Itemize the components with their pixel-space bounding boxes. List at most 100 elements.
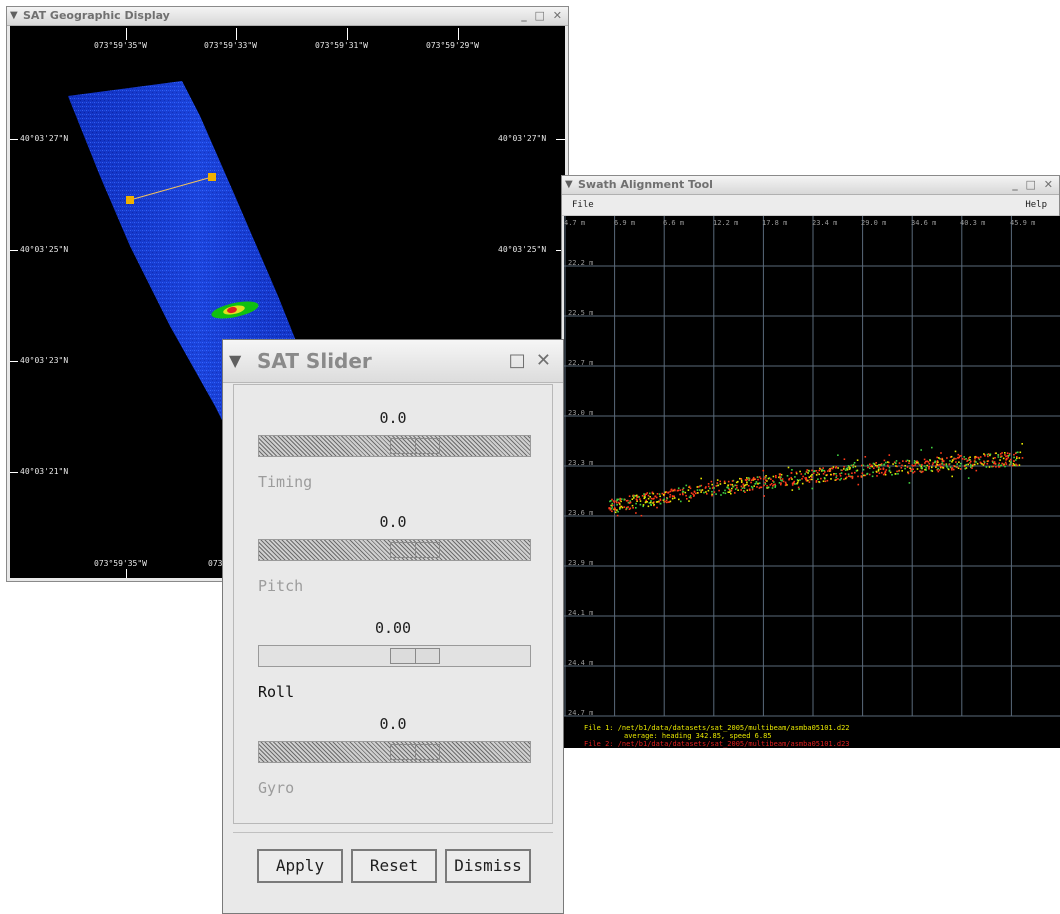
sounding-point — [787, 466, 790, 469]
sounding-point — [971, 465, 974, 467]
sounding-point — [774, 483, 776, 486]
swath-plot[interactable]: 4.7 m 6.9 m 6.6 m 12.2 m 17.8 m 23.4 m 2… — [564, 216, 1060, 748]
reset-button[interactable]: Reset — [351, 849, 437, 883]
sounding-point — [971, 467, 973, 469]
sounding-point — [844, 469, 847, 471]
window-controls[interactable]: _ □ ✕ — [1012, 178, 1055, 191]
alignment-handle[interactable] — [208, 173, 216, 181]
sounding-point — [653, 497, 655, 500]
sounding-point — [808, 476, 811, 478]
sounding-point — [750, 479, 753, 481]
timing-slider-thumb[interactable] — [389, 438, 440, 454]
sounding-point — [765, 475, 767, 477]
sounding-point — [891, 474, 893, 476]
geographic-display-titlebar[interactable]: ▼ SAT Geographic Display _ □ ✕ — [7, 7, 568, 26]
sounding-point — [647, 505, 650, 508]
sounding-point — [655, 501, 658, 503]
dismiss-button[interactable]: Dismiss — [445, 849, 531, 883]
alignment-handle[interactable] — [126, 196, 134, 204]
sounding-point — [994, 457, 996, 459]
sounding-point — [667, 491, 670, 494]
pitch-slider[interactable] — [258, 539, 531, 561]
window-controls[interactable]: _ □ ✕ — [521, 9, 564, 22]
sounding-point — [610, 504, 612, 507]
gyro-slider-thumb[interactable] — [389, 744, 440, 760]
sounding-point — [807, 479, 809, 482]
sounding-point — [636, 494, 638, 497]
sounding-point — [975, 456, 978, 459]
sounding-point — [811, 469, 813, 472]
sounding-point — [926, 460, 928, 462]
sounding-point — [651, 491, 654, 494]
swath-alignment-window: ▼ Swath Alignment Tool _ □ ✕ File Help 4… — [561, 175, 1060, 748]
window-menu-chevron-icon[interactable]: ▼ — [229, 351, 242, 370]
sounding-point — [794, 483, 796, 485]
sounding-point — [712, 486, 715, 489]
sounding-point — [750, 481, 752, 484]
menu-file[interactable]: File — [572, 200, 594, 210]
swath-alignment-titlebar[interactable]: ▼ Swath Alignment Tool _ □ ✕ — [562, 176, 1059, 195]
sounding-point — [920, 449, 922, 451]
sounding-point — [1005, 455, 1007, 458]
sounding-point — [796, 479, 799, 481]
sounding-point — [963, 458, 966, 461]
gyro-slider[interactable] — [258, 741, 531, 763]
sounding-point — [613, 508, 615, 511]
sounding-point — [850, 464, 853, 467]
sounding-point — [797, 486, 800, 489]
sounding-point — [875, 470, 878, 473]
sounding-point — [957, 467, 960, 469]
close-icon[interactable]: ✕ — [535, 350, 553, 371]
sounding-point — [621, 506, 624, 509]
sounding-point — [845, 476, 848, 479]
sounding-point — [757, 478, 759, 481]
sounding-point — [913, 470, 916, 473]
maximize-icon[interactable]: □ — [508, 350, 528, 371]
window-menu-chevron-icon[interactable]: ▼ — [565, 179, 573, 190]
sounding-point — [693, 494, 695, 496]
sounding-point — [808, 481, 811, 483]
sounding-point — [619, 499, 622, 502]
sounding-point — [616, 504, 618, 506]
sounding-point — [997, 464, 1000, 466]
pitch-slider-thumb[interactable] — [389, 542, 440, 558]
sounding-point — [882, 468, 885, 471]
roll-slider-thumb[interactable] — [389, 648, 440, 664]
sounding-point — [710, 480, 713, 483]
apply-button[interactable]: Apply — [257, 849, 343, 883]
sounding-point — [833, 473, 835, 475]
sounding-point — [895, 465, 897, 467]
sounding-point — [914, 464, 916, 467]
sounding-point — [826, 479, 829, 482]
sounding-point — [1001, 452, 1003, 454]
sounding-point — [663, 501, 665, 503]
roll-slider[interactable] — [258, 645, 531, 667]
sounding-point — [999, 459, 1001, 461]
window-menu-chevron-icon[interactable]: ▼ — [10, 10, 18, 21]
sounding-point — [876, 465, 879, 467]
sounding-point — [654, 495, 656, 498]
sounding-point — [857, 475, 859, 478]
sounding-point — [629, 507, 632, 510]
sounding-point — [754, 478, 757, 480]
sounding-point — [873, 463, 876, 465]
sounding-point — [839, 475, 842, 477]
sounding-point — [881, 471, 883, 474]
sounding-point — [673, 495, 675, 498]
sounding-point — [754, 483, 756, 485]
menu-help[interactable]: Help — [1025, 200, 1047, 210]
sounding-point — [933, 461, 936, 464]
timing-slider[interactable] — [258, 435, 531, 457]
sounding-point — [888, 461, 890, 464]
sounding-point — [700, 484, 703, 487]
sounding-point — [861, 472, 864, 475]
sounding-point — [741, 481, 743, 483]
sat-slider-titlebar[interactable]: ▼ SAT Slider □ ✕ — [223, 340, 563, 383]
sounding-point — [653, 503, 655, 506]
sounding-point — [778, 476, 780, 479]
sounding-point — [785, 482, 787, 485]
sounding-point — [835, 473, 837, 475]
sounding-point — [779, 473, 781, 476]
sounding-point — [873, 467, 875, 469]
sounding-point — [632, 507, 634, 509]
